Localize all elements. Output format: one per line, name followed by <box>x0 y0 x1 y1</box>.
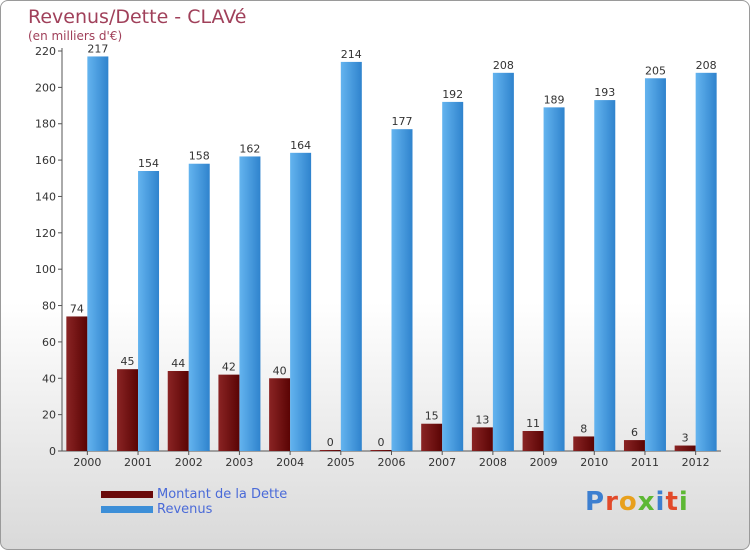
x-tick-label: 2009 <box>530 456 558 469</box>
x-tick-label: 2000 <box>73 456 101 469</box>
bar-revenus <box>188 163 210 451</box>
data-label-dette: 44 <box>171 357 185 370</box>
data-label-dette: 74 <box>70 302 84 315</box>
bar-dette <box>370 450 392 451</box>
data-label-revenus: 158 <box>189 150 210 163</box>
data-label-dette: 40 <box>273 364 287 377</box>
bar-revenus <box>543 107 565 451</box>
y-tick-label: 0 <box>49 445 56 458</box>
data-label-revenus: 193 <box>594 86 615 99</box>
data-label-revenus: 192 <box>442 88 463 101</box>
data-label-dette: 42 <box>222 361 236 374</box>
bar-dette <box>623 440 645 451</box>
bar-revenus <box>340 61 362 452</box>
legend-label-dette: Montant de la Dette <box>157 487 288 502</box>
x-tick-label: 2004 <box>276 456 304 469</box>
x-tick-label: 2003 <box>225 456 253 469</box>
x-tick-label: 2012 <box>682 456 710 469</box>
bar-dette <box>471 427 493 451</box>
y-tick-label: 100 <box>35 263 56 276</box>
y-tick-label: 140 <box>35 190 56 203</box>
data-label-revenus: 189 <box>544 93 565 106</box>
bar-dette <box>674 445 696 451</box>
data-label-dette: 3 <box>682 432 689 445</box>
bar-dette <box>66 316 88 451</box>
y-tick-label: 80 <box>42 300 56 313</box>
y-tick-label: 200 <box>35 81 56 94</box>
logo-letter: i <box>678 487 689 517</box>
bar-dette <box>218 374 240 451</box>
bar-dette <box>319 450 341 451</box>
x-tick-label: 2008 <box>479 456 507 469</box>
y-tick-label: 20 <box>42 409 56 422</box>
legend-swatch-dette <box>101 491 153 498</box>
data-label-revenus: 177 <box>392 115 413 128</box>
logo-letter: x <box>637 487 656 517</box>
y-tick-label: 40 <box>42 372 56 385</box>
bar-revenus <box>442 101 464 451</box>
logo-letter: t <box>665 487 679 517</box>
y-tick-label: 120 <box>35 227 56 240</box>
data-label-revenus: 217 <box>87 42 108 55</box>
bar-dette <box>269 378 291 451</box>
logo-letter: P <box>585 487 606 517</box>
bar-dette <box>573 436 595 451</box>
bar-revenus <box>695 72 717 452</box>
data-label-dette: 0 <box>378 436 385 449</box>
data-label-revenus: 208 <box>696 59 717 72</box>
data-label-dette: 8 <box>580 422 587 435</box>
x-tick-label: 2007 <box>428 456 456 469</box>
data-label-dette: 15 <box>425 410 439 423</box>
bar-dette <box>522 431 544 451</box>
data-label-dette: 11 <box>526 417 540 430</box>
data-label-revenus: 154 <box>138 157 159 170</box>
data-label-revenus: 205 <box>645 64 666 77</box>
chart-title: Revenus/Dette - CLAVé <box>28 6 247 28</box>
bar-dette <box>167 371 189 451</box>
data-label-dette: 6 <box>631 426 638 439</box>
y-tick-label: 160 <box>35 154 56 167</box>
data-label-revenus: 214 <box>341 48 362 61</box>
legend-label-revenus: Revenus <box>157 502 213 517</box>
logo-letter: r <box>605 487 619 517</box>
y-tick-label: 180 <box>35 118 56 131</box>
data-label-revenus: 162 <box>239 142 260 155</box>
bar-revenus <box>391 129 413 451</box>
y-tick-label: 220 <box>35 45 56 58</box>
bar-revenus <box>644 78 666 451</box>
bar-revenus <box>290 152 312 451</box>
data-label-revenus: 208 <box>493 59 514 72</box>
bar-dette <box>421 423 443 451</box>
data-label-dette: 45 <box>121 355 135 368</box>
logo-letter: i <box>655 487 666 517</box>
data-label-dette: 0 <box>327 436 334 449</box>
x-tick-label: 2010 <box>580 456 608 469</box>
bar-revenus <box>87 56 109 452</box>
bar-revenus <box>239 156 261 452</box>
x-tick-label: 2011 <box>631 456 659 469</box>
data-label-revenus: 164 <box>290 139 311 152</box>
x-tick-label: 2002 <box>175 456 203 469</box>
legend-swatch-revenus <box>101 506 153 513</box>
y-tick-label: 60 <box>42 336 56 349</box>
data-label-dette: 13 <box>475 413 489 426</box>
bar-revenus <box>594 100 616 451</box>
x-tick-label: 2001 <box>124 456 152 469</box>
logo-letter: o <box>618 487 638 517</box>
bar-revenus <box>492 72 514 452</box>
bar-revenus <box>138 171 160 451</box>
chart-subtitle: (en milliers d'€) <box>28 29 123 43</box>
x-tick-label: 2006 <box>378 456 406 469</box>
bar-dette <box>117 369 139 451</box>
proxiti-logo: Proxiti <box>585 487 689 517</box>
x-tick-label: 2005 <box>327 456 355 469</box>
